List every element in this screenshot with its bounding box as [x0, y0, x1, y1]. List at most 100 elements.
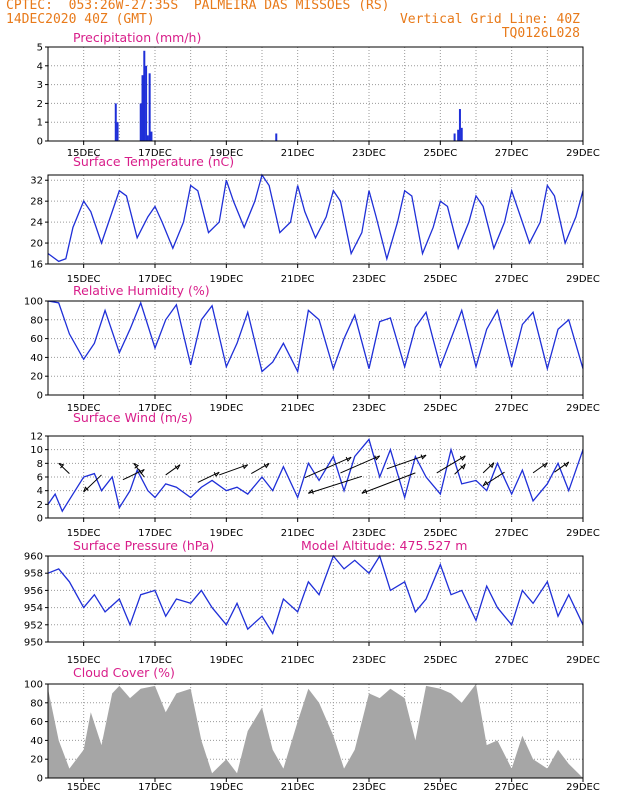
wind-arrow — [340, 455, 380, 474]
x-tick-label: 25DEC — [423, 782, 457, 793]
y-tick-label: 24 — [30, 218, 43, 229]
precip-bar — [116, 122, 119, 141]
x-tick-label: 17DEC — [138, 655, 172, 666]
x-tick-label: 19DEC — [209, 782, 243, 793]
panel-frame — [47, 683, 584, 779]
x-tick-label: 27DEC — [495, 655, 529, 666]
wind-arrow-head — [83, 486, 89, 493]
x-tick-label: 17DEC — [138, 782, 172, 793]
precip-bar — [114, 103, 117, 141]
cloud-cover-area — [48, 684, 583, 778]
x-tick-label: 23DEC — [352, 403, 386, 414]
panel-5: 0 20 40 60 80 100 15DEC 17DEC 19DEC 21DEC 23DEC 25D… — [24, 665, 600, 793]
x-tick-label: 23DEC — [352, 655, 386, 666]
x-tick-label: 21DEC — [281, 782, 315, 793]
y-tick-label: 5 — [37, 43, 43, 54]
x-tick-label: 15DEC — [67, 274, 101, 285]
x-tick-label: 29DEC — [566, 403, 600, 414]
y-tick-label: 2 — [37, 500, 43, 511]
x-tick-label: 25DEC — [423, 403, 457, 414]
x-tick-label: 25DEC — [423, 274, 457, 285]
x-tick-label: 19DEC — [209, 528, 243, 539]
wind-arrow-head — [174, 464, 181, 471]
x-tick-label: 27DEC — [495, 274, 529, 285]
wind-arrow-head — [459, 455, 466, 461]
panel-4: 950 952 954 956 958 960 15DEC 17DEC 19DEC 21DEC 23… — [24, 538, 600, 666]
series-line — [47, 173, 584, 263]
precip-bar — [141, 75, 144, 141]
x-tick-label: 15DEC — [67, 655, 101, 666]
y-tick-label: 20 — [30, 755, 43, 766]
header-model-id: TQ0126L028 — [501, 26, 580, 41]
x-tick-label: 15DEC — [67, 403, 101, 414]
y-tick-label: 80 — [30, 315, 43, 326]
wind-arrow-head — [488, 462, 495, 469]
y-tick-label: 100 — [24, 297, 43, 308]
wind-arrow-head — [374, 455, 381, 461]
wind-arrow — [308, 475, 363, 494]
wind-arrow-head — [213, 471, 220, 478]
y-tick-label: 0 — [37, 137, 43, 148]
y-tick-label: 20 — [30, 372, 43, 383]
wind-arrow-head — [308, 489, 314, 495]
y-tick-label: 12 — [30, 432, 43, 443]
wind-arrow-head — [361, 488, 368, 494]
x-tick-label: 19DEC — [209, 274, 243, 285]
panel-frame — [47, 46, 584, 142]
x-tick-label: 21DEC — [281, 655, 315, 666]
series-line — [47, 554, 584, 635]
x-tick-label: 25DEC — [423, 528, 457, 539]
x-tick-label: 27DEC — [495, 148, 529, 159]
panel-3: 0 2 4 6 8 10 12 15DEC 17DEC 19DEC 21DEC 23DEC 25DEC 2… — [30, 410, 600, 539]
precip-bar — [453, 133, 456, 141]
panel-2: 0 20 40 60 80 100 15DEC 17DEC 19DEC 21DEC 23DEC 25D… — [24, 283, 600, 414]
wind-arrow — [454, 463, 466, 475]
y-tick-label: 954 — [24, 603, 43, 614]
x-tick-label: 21DEC — [281, 274, 315, 285]
precip-bar — [150, 131, 153, 141]
wind-arrow-head — [420, 454, 427, 460]
header-date: 14DEC2020 40Z (GMT) — [6, 12, 155, 27]
wind-arrow-head — [263, 463, 270, 469]
y-tick-label: 16 — [30, 260, 43, 271]
x-tick-label: 27DEC — [495, 528, 529, 539]
wind-arrow — [436, 455, 466, 474]
y-tick-label: 958 — [24, 569, 43, 580]
x-tick-label: 19DEC — [209, 655, 243, 666]
wind-arrow — [251, 462, 270, 475]
y-tick-label: 4 — [37, 61, 43, 72]
wind-arrow — [482, 471, 505, 487]
panel-frame — [47, 174, 584, 265]
y-tick-label: 4 — [37, 486, 43, 497]
y-tick-label: 8 — [37, 459, 43, 470]
wind-arrow-head — [460, 463, 466, 470]
y-tick-label: 20 — [30, 239, 43, 250]
y-tick-label: 960 — [24, 552, 43, 563]
x-tick-label: 15DEC — [67, 148, 101, 159]
panel-title: Cloud Cover (%) — [73, 665, 175, 680]
y-tick-label: 952 — [24, 620, 43, 631]
x-tick-label: 21DEC — [281, 148, 315, 159]
wind-arrow — [386, 454, 427, 470]
y-tick-label: 40 — [30, 736, 43, 747]
precip-bar — [139, 103, 142, 141]
x-tick-label: 25DEC — [423, 148, 457, 159]
precip-bar — [143, 50, 146, 142]
panel-0: 0 1 2 3 4 5 15DEC 17DEC 19DEC 21DEC 23DEC 25DEC 27DE… — [37, 30, 600, 159]
x-tick-label: 17DEC — [138, 528, 172, 539]
panel-frame — [47, 555, 584, 643]
y-tick-label: 3 — [37, 80, 43, 91]
y-tick-label: 1 — [37, 118, 43, 129]
y-tick-label: 0 — [37, 391, 43, 402]
panel-annotation: Model Altitude: 475.527 m — [301, 538, 467, 553]
y-tick-label: 0 — [37, 514, 43, 525]
x-tick-label: 29DEC — [566, 528, 600, 539]
x-tick-label: 17DEC — [138, 148, 172, 159]
y-tick-label: 2 — [37, 99, 43, 110]
x-tick-label: 23DEC — [352, 148, 386, 159]
y-tick-label: 60 — [30, 334, 43, 345]
series-line — [47, 438, 584, 513]
series-line — [47, 300, 584, 374]
x-tick-label: 21DEC — [281, 403, 315, 414]
y-tick-label: 100 — [24, 680, 43, 691]
